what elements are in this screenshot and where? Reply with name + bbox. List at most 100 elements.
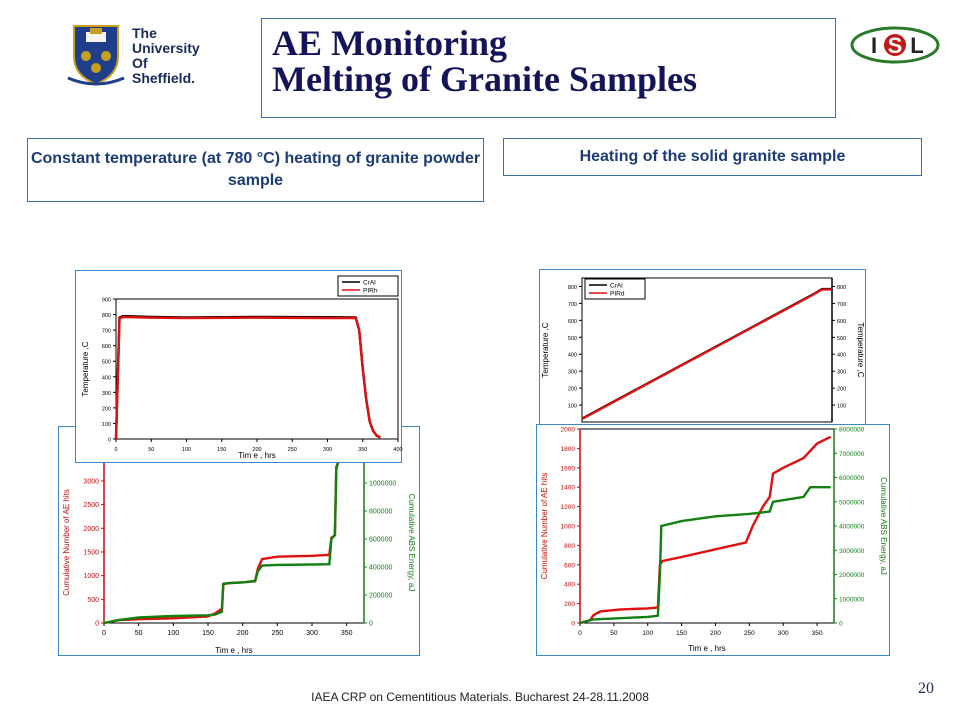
right-y-tick-label: 600 xyxy=(837,319,846,325)
x-tick-label: 100 xyxy=(642,630,653,637)
x-tick-label: 100 xyxy=(167,630,179,637)
chart-temp-solid: 100 200 300 400 500 600 700 800 100 200 300 400 500 6… xyxy=(539,269,866,425)
right-y-tick-label: 1000000 xyxy=(369,481,396,488)
right-y-tick-label: 200 xyxy=(837,387,846,393)
page-title-line2: Melting of Granite Samples xyxy=(272,59,697,99)
x-tick-label: 250 xyxy=(288,447,297,453)
x-axis-label: Tim e , hrs xyxy=(215,646,252,655)
isl-logo-icon: I S L xyxy=(850,26,940,64)
y-tick-label: 3000 xyxy=(83,478,99,485)
x-tick-label: 0 xyxy=(102,630,106,637)
university-name-line: Sheffield. xyxy=(132,70,196,86)
y-tick-label: 200 xyxy=(564,601,575,608)
y-axis-label: Cumulative Number of AE hits xyxy=(62,489,71,596)
y-tick-label: 800 xyxy=(102,313,111,319)
x-axis-label: Tim e , hrs xyxy=(238,451,275,460)
y-tick-label: 1200 xyxy=(561,504,576,511)
x-tick-label: 200 xyxy=(252,447,261,453)
y-tick-label: 300 xyxy=(568,370,577,376)
right-y-tick-label: 4000000 xyxy=(839,524,865,531)
chart-ae-solid: 0 50 100 150 200 250 300 350 0 200 400 600 800 1000 12… xyxy=(536,424,890,656)
series-line xyxy=(579,435,832,625)
series-line xyxy=(581,288,832,420)
y-tick-label: 100 xyxy=(102,422,111,428)
x-tick-label: 150 xyxy=(202,630,214,637)
y-tick-label: 1500 xyxy=(83,549,99,556)
x-tick-label: 0 xyxy=(578,630,582,637)
y-axis-label: Temperature ,C xyxy=(81,341,90,396)
y-tick-label: 1000 xyxy=(83,573,99,580)
right-y-tick-label: 400 xyxy=(837,353,846,359)
y-tick-label: 2500 xyxy=(83,502,99,509)
chart-temp-solid-svg: 100 200 300 400 500 600 700 800 100 200 300 400 500 6… xyxy=(541,277,865,423)
y-tick-label: 700 xyxy=(568,302,577,308)
footer-text: IAEA CRP on Cementitious Materials. Buch… xyxy=(311,690,649,704)
chart-temp-powder: 0 50 100 150 200 250 300 350 400 0 100 200 300 400 500… xyxy=(75,270,403,463)
series-line xyxy=(579,486,831,625)
right-y-tick-label: 7000000 xyxy=(839,451,865,458)
plot-frame xyxy=(581,277,833,423)
y-tick-label: 0 xyxy=(95,621,99,628)
y-tick-label: 2000 xyxy=(561,427,576,434)
right-y-tick-label: 2000000 xyxy=(839,572,865,579)
right-y-tick-label: 1000000 xyxy=(839,596,865,603)
plot-frame xyxy=(103,461,365,624)
isl-logo-letter-i: I xyxy=(871,33,877,58)
y-tick-label: 0 xyxy=(571,621,575,628)
x-tick-label: 200 xyxy=(710,630,721,637)
page-title-line1: AE Monitoring xyxy=(272,23,508,63)
y-tick-label: 1400 xyxy=(561,485,576,492)
x-tick-label: 250 xyxy=(271,630,283,637)
chart-temp-powder-svg: 0 50 100 150 200 250 300 350 400 0 100 200 300 400 500… xyxy=(81,275,403,460)
x-tick-label: 150 xyxy=(676,630,687,637)
right-y-tick-label: 700 xyxy=(837,302,846,308)
isl-logo: I S L xyxy=(850,25,940,65)
y-tick-label: 200 xyxy=(102,406,111,412)
x-tick-label: 200 xyxy=(237,630,249,637)
chart-ae-powder: 0 50 100 150 200 250 300 350 0 500 1000 1500 2000 250… xyxy=(58,426,420,656)
y-tick-label: 400 xyxy=(564,582,575,589)
y-tick-label: 0 xyxy=(108,438,111,444)
y-tick-label: 800 xyxy=(564,543,575,550)
x-tick-label: 350 xyxy=(812,630,823,637)
legend-label: PIRd xyxy=(610,291,625,298)
right-y-axis-label: Temperature ,C xyxy=(856,322,865,377)
university-name-line: Of xyxy=(132,55,148,71)
university-logo: The University Of Sheffield. xyxy=(66,18,206,88)
x-tick-label: 50 xyxy=(135,630,143,637)
x-tick-label: 350 xyxy=(358,447,367,453)
x-tick-label: 50 xyxy=(610,630,618,637)
x-tick-label: 0 xyxy=(114,447,117,453)
y-tick-label: 800 xyxy=(568,285,577,291)
legend-label: CrAl xyxy=(363,280,376,287)
right-y-tick-label: 6000000 xyxy=(839,475,865,482)
right-y-tick-label: 800000 xyxy=(369,509,392,516)
y-tick-label: 600 xyxy=(568,319,577,325)
right-y-tick-label: 5000000 xyxy=(839,499,865,506)
y-tick-label: 1000 xyxy=(561,524,576,531)
y-tick-label: 700 xyxy=(102,329,111,335)
right-y-tick-label: 800 xyxy=(837,285,846,291)
right-y-tick-label: 0 xyxy=(369,621,373,628)
y-tick-label: 500 xyxy=(87,597,99,604)
right-y-tick-label: 600000 xyxy=(369,537,392,544)
y-tick-label: 2000 xyxy=(83,526,99,533)
legend-label: CrAl xyxy=(610,283,623,290)
right-y-tick-label: 0 xyxy=(839,621,843,628)
right-y-tick-label: 300 xyxy=(837,370,846,376)
y-tick-label: 600 xyxy=(564,562,575,569)
x-tick-label: 300 xyxy=(323,447,332,453)
y-tick-label: 900 xyxy=(102,298,111,304)
x-tick-label: 150 xyxy=(217,447,226,453)
university-name-line: University xyxy=(132,40,200,56)
x-tick-label: 400 xyxy=(393,447,402,453)
x-tick-label: 250 xyxy=(744,630,755,637)
university-crest-icon xyxy=(67,25,125,86)
chart-ae-solid-svg: 0 50 100 150 200 250 300 350 0 200 400 600 800 1000 12… xyxy=(540,427,888,654)
x-tick-label: 100 xyxy=(182,447,191,453)
plot-frame xyxy=(579,428,835,624)
y-tick-label: 400 xyxy=(102,375,111,381)
subtitle-right: Heating of the solid granite sample xyxy=(503,138,922,176)
x-tick-label: 50 xyxy=(148,447,154,453)
university-name: The University Of Sheffield. xyxy=(132,26,200,86)
